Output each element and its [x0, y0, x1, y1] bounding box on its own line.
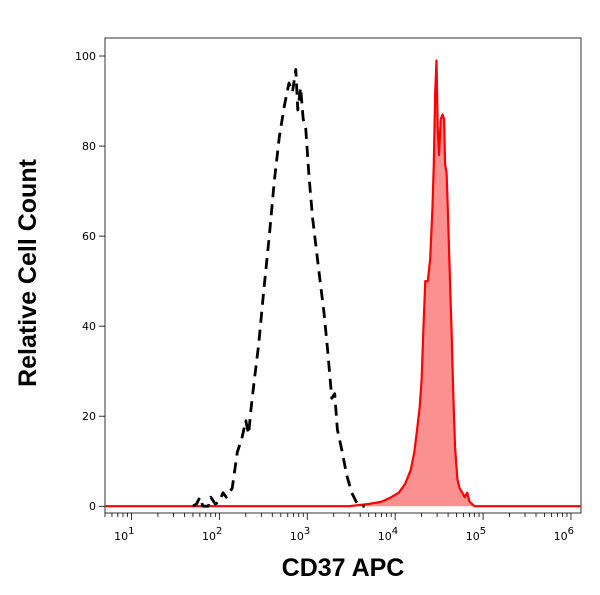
x-tick-label: 101: [114, 526, 134, 543]
y-axis-title: Relative Cell Count: [14, 158, 42, 386]
y-tick-label: 80: [82, 140, 96, 153]
x-tick-label: 103: [290, 526, 310, 543]
x-tick-label: 105: [466, 526, 486, 543]
y-tick-label: 40: [82, 320, 96, 333]
x-axis-title: CD37 APC: [282, 554, 405, 582]
y-tick-label: 60: [82, 230, 96, 243]
y-axis-ticks: 0 20 40 60 80 100: [75, 50, 105, 513]
x-tick-label: 106: [554, 526, 574, 543]
plot-area-frame: [104, 37, 582, 514]
y-tick-label: 0: [89, 500, 96, 513]
y-tick-label: 100: [75, 50, 96, 63]
x-axis-ticks: 101 102 103 104 105 106: [104, 513, 574, 543]
series-0-line: [192, 68, 365, 508]
x-tick-label: 102: [202, 526, 222, 543]
series-1-fill: [105, 60, 581, 507]
x-tick-label: 104: [378, 526, 398, 543]
series-1-line: [105, 59, 581, 508]
series-layer: [105, 59, 581, 508]
y-tick-label: 20: [82, 410, 96, 423]
